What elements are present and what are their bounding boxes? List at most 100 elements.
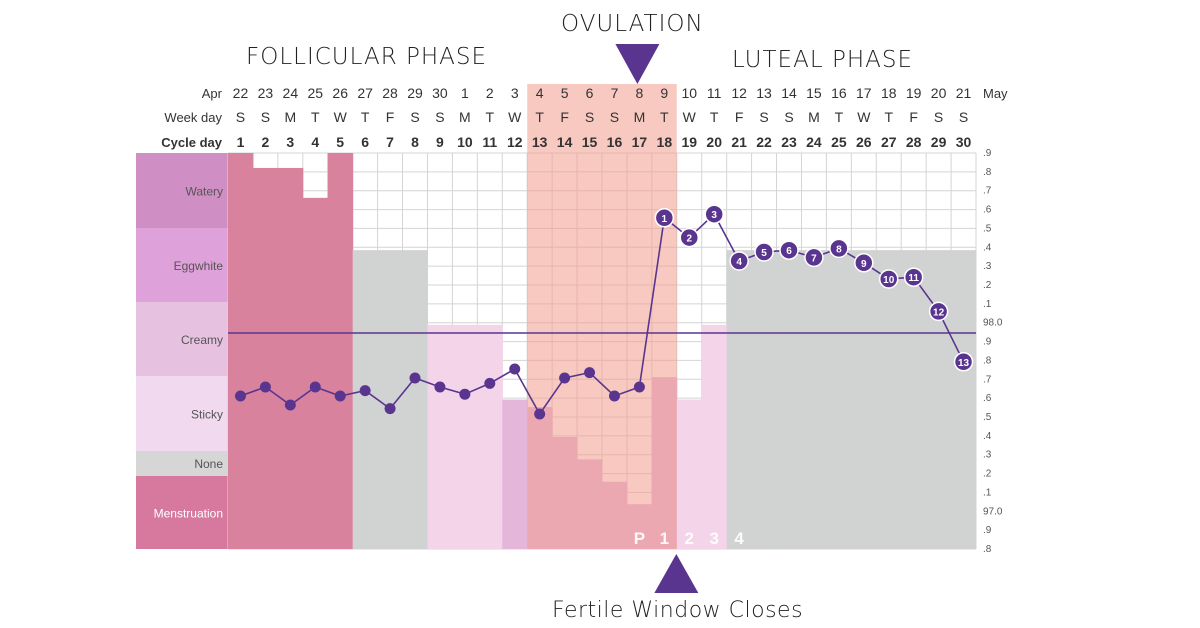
category-band-creamy	[136, 302, 228, 376]
cycle-day-label: 5	[336, 134, 344, 150]
date-label: 4	[536, 85, 544, 101]
mucus-bar	[277, 167, 304, 549]
cycle-day-label: 3	[286, 134, 294, 150]
cycle-day-label: 1	[237, 134, 245, 150]
cycle-day-label: 22	[756, 134, 772, 150]
mucus-bar	[676, 399, 703, 549]
mucus-bar	[926, 250, 952, 549]
category-label: Watery	[185, 185, 223, 199]
y-tick-label: .8	[983, 355, 992, 366]
cycle-day-label: 8	[411, 134, 419, 150]
weekday-label: M	[284, 109, 296, 125]
mucus-bar	[402, 250, 428, 549]
date-label: 9	[660, 85, 668, 101]
date-label: 14	[781, 85, 797, 101]
cycle-day-label: 25	[831, 134, 847, 150]
temperature-point-label: 5	[761, 248, 767, 259]
cycle-day-label: 11	[482, 134, 497, 150]
date-label: 18	[881, 85, 897, 101]
y-tick-label: .5	[983, 223, 992, 234]
y-tick-label: .6	[983, 205, 992, 216]
fertile-window-close-marker-icon	[654, 554, 699, 593]
temperature-point-label: 1	[662, 214, 668, 225]
y-tick-label: .2	[983, 469, 992, 480]
category-band-sticky	[136, 376, 228, 451]
temperature-point	[633, 381, 645, 393]
weekday-label: F	[560, 109, 569, 125]
cycle-day-label: 27	[881, 134, 897, 150]
mucus-bar	[427, 324, 453, 549]
temperature-point	[878, 269, 899, 289]
date-label: 6	[586, 85, 594, 101]
mucus-bar	[502, 399, 528, 549]
follicular-phase-label: FOLLICULAR PHASE	[246, 44, 488, 70]
y-tick-label: .3	[983, 261, 992, 272]
date-label: 2	[486, 85, 494, 101]
date-label: 26	[332, 85, 348, 101]
temperature-point-label: 13	[958, 358, 970, 369]
temperature-point	[729, 251, 749, 271]
category-label: Sticky	[191, 408, 223, 422]
fertile-window-annotation: Fertile Window Closes	[552, 598, 804, 623]
mucus-bar	[901, 250, 927, 549]
weekday-label: F	[386, 109, 395, 125]
y-tick-label: .3	[983, 450, 992, 461]
temperature-point	[854, 253, 874, 273]
temperature-point	[434, 381, 446, 393]
date-label: 22	[233, 85, 249, 101]
temperature-point-label: 8	[836, 244, 842, 255]
date-label: 29	[407, 85, 423, 101]
temperature-point	[409, 372, 421, 384]
mucus-bar	[327, 153, 354, 549]
cycle-day-label: 17	[632, 134, 648, 150]
cycle-day-label: 23	[781, 134, 797, 150]
y-tick-label: .1	[983, 487, 992, 498]
cycle-day-label: 26	[856, 134, 872, 150]
temperature-point	[509, 363, 521, 375]
temperature-point	[654, 208, 675, 228]
mucus-bar	[252, 167, 279, 549]
category-label: Creamy	[181, 333, 223, 347]
date-label: 11	[707, 85, 722, 101]
temperature-point	[928, 301, 949, 322]
temperature-point-label: 4	[736, 257, 742, 268]
post-ovulation-label: 2	[685, 529, 694, 548]
temperature-point	[779, 240, 799, 260]
cycle-day-label: 10	[457, 134, 473, 150]
date-label: 8	[636, 85, 644, 101]
temperature-point-label: 6	[786, 246, 792, 257]
weekday-label: F	[909, 109, 918, 125]
y-tick-label: .8	[983, 544, 992, 555]
cycle-day-label: 16	[607, 134, 623, 150]
fertile-window-band	[527, 84, 677, 549]
weekday-label: S	[236, 109, 245, 125]
cycle-day-label: 24	[806, 134, 822, 150]
temperature-point	[384, 403, 396, 415]
cycle-day-label: 13	[532, 134, 548, 150]
cycle-day-label: 30	[956, 134, 972, 150]
mucus-bar	[452, 324, 478, 549]
temperature-point-label: 9	[861, 259, 867, 270]
weekday-label: F	[735, 109, 744, 125]
category-label: Menstruation	[154, 507, 223, 521]
temperature-point	[234, 390, 246, 402]
date-label: 28	[382, 85, 398, 101]
date-label: 23	[258, 85, 274, 101]
cycle-day-label: 7	[386, 134, 394, 150]
weekday-label: W	[334, 109, 348, 125]
mucus-bar	[701, 324, 728, 549]
post-ovulation-label: P	[634, 529, 645, 548]
weekday-label: T	[486, 109, 495, 125]
y-tick-label: 98.0	[983, 318, 1003, 329]
weekday-row-label: Week day	[164, 110, 222, 125]
weekday-label: W	[683, 109, 697, 125]
date-label: 27	[357, 85, 373, 101]
cycle-day-label: 2	[262, 134, 270, 150]
month-start-label: Apr	[202, 86, 223, 101]
temperature-point	[484, 377, 496, 389]
weekday-label: M	[459, 109, 471, 125]
temperature-point-label: 3	[711, 210, 717, 221]
weekday-label: S	[410, 109, 419, 125]
y-tick-label: .7	[983, 186, 992, 197]
